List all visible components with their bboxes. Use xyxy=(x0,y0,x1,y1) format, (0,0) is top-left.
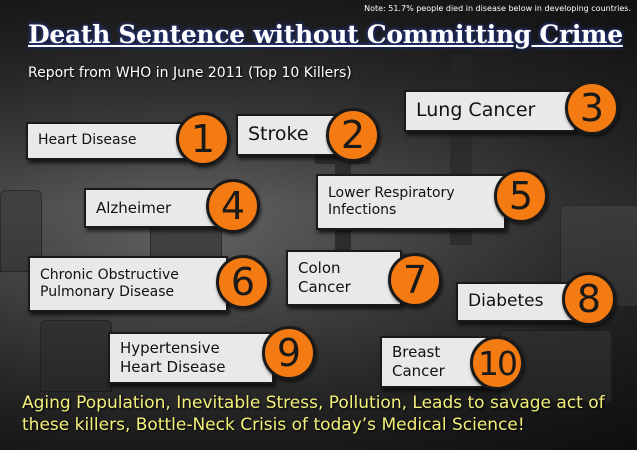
killer-10-rank: 10 xyxy=(470,336,524,390)
killer-name: Breast Cancer xyxy=(392,343,445,380)
killer-name: Alzheimer xyxy=(96,198,172,217)
killer-6-label: Chronic Obstructive Pulmonary Disease xyxy=(28,256,228,312)
note-text: Note: 51.7% people died in disease below… xyxy=(364,4,631,13)
footer-text: Aging Population, Inevitable Stress, Pol… xyxy=(22,393,605,436)
killer-8-label: Diabetes xyxy=(456,282,576,322)
killer-6-rank: 6 xyxy=(216,255,270,309)
killer-name: Diabetes xyxy=(468,291,544,312)
killer-1-label: Heart Disease xyxy=(26,122,186,160)
subtitle: Report from WHO in June 2011 (Top 10 Kil… xyxy=(28,65,352,81)
killer-name: Lower Respiratory Infections xyxy=(328,184,455,219)
killer-name: Chronic Obstructive Pulmonary Disease xyxy=(40,266,179,301)
killer-3-rank: 3 xyxy=(565,81,619,135)
page-title: Death Sentence without Committing Crime xyxy=(28,20,623,49)
killer-name: Colon Cancer xyxy=(298,259,351,296)
killer-name: Hypertensive Heart Disease xyxy=(120,339,226,376)
killer-8-rank: 8 xyxy=(562,272,616,326)
killer-5-rank: 5 xyxy=(494,169,548,223)
killer-name: Lung Cancer xyxy=(416,99,536,122)
killer-4-rank: 4 xyxy=(206,179,260,233)
killer-4-label: Alzheimer xyxy=(84,188,218,228)
killer-9-label: Hypertensive Heart Disease xyxy=(108,332,274,384)
killer-3-label: Lung Cancer xyxy=(404,90,576,132)
killer-7-rank: 7 xyxy=(388,253,442,307)
killer-2-rank: 2 xyxy=(326,108,380,162)
killer-5-label: Lower Respiratory Infections xyxy=(316,174,506,230)
killer-name: Heart Disease xyxy=(38,132,137,149)
killer-9-rank: 9 xyxy=(262,326,316,380)
killer-1-rank: 1 xyxy=(176,112,230,166)
killer-7-label: Colon Cancer xyxy=(286,250,402,306)
killer-name: Stroke xyxy=(248,123,309,146)
